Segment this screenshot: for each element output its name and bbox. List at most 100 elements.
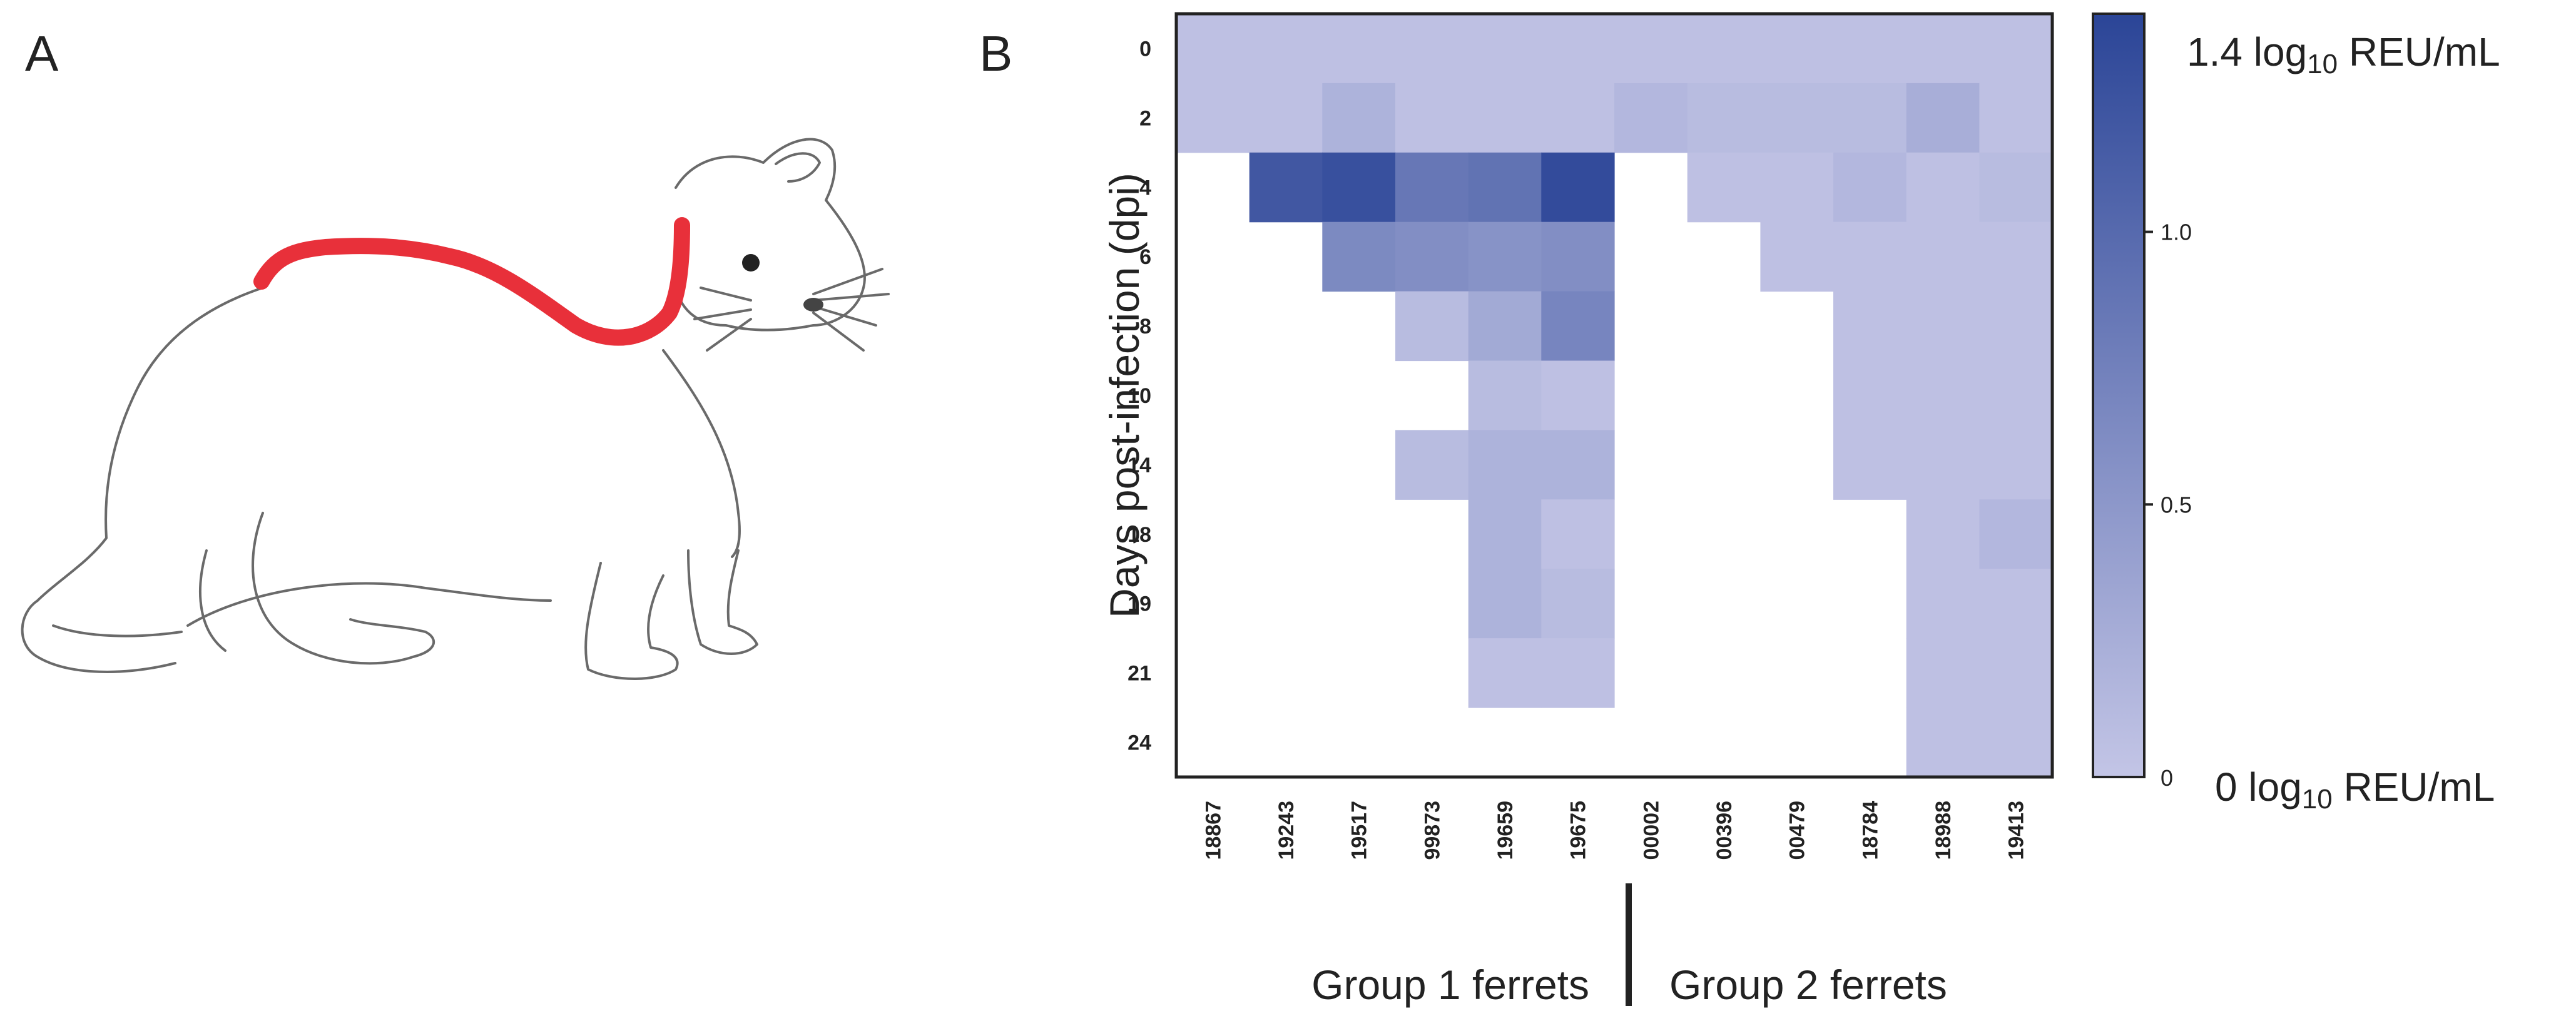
ferret-belly (186, 582, 552, 627)
column-label: 19517 (1348, 801, 1372, 860)
heatmap-cell (1906, 708, 1980, 778)
heatmap-cell (1979, 152, 2053, 223)
heatmap-cell (1833, 152, 1907, 223)
heatmap-cell (1541, 152, 1615, 223)
heatmap-cell (1468, 499, 1542, 569)
heatmap-cell (1979, 14, 2053, 84)
panel-label-a: A (25, 26, 59, 81)
heatmap-cell (1176, 83, 1250, 153)
heatmap-frame (1174, 12, 2054, 779)
heatmap-cell (1322, 221, 1396, 292)
heatmap-cell (1979, 638, 2053, 708)
row-label: 21 (1128, 662, 1151, 686)
heatmap-cell (1541, 291, 1615, 362)
heatmap-cell (1833, 14, 1907, 84)
heatmap-cell (1906, 291, 1980, 362)
column-label: 19243 (1275, 801, 1298, 860)
row-label: 8 (1139, 315, 1151, 338)
column-label: 18867 (1201, 801, 1225, 860)
heatmap-cell (1541, 430, 1615, 500)
heatmap-cell (1833, 83, 1907, 153)
heatmap-cell (1833, 430, 1907, 500)
ferret-chest (662, 349, 741, 558)
heatmap-cell (1906, 14, 1980, 84)
column-label: 00002 (1639, 801, 1663, 860)
row-label: 19 (1128, 592, 1151, 616)
ferret-tail (21, 599, 183, 673)
ferret-eye (742, 254, 760, 272)
column-label: 18784 (1858, 801, 1882, 860)
ferret-hind-leg (199, 512, 435, 665)
colorbar-tick-label: 0 (2161, 765, 2173, 791)
heatmap-cell (1979, 291, 2053, 362)
heatmap-cell (1614, 83, 1688, 153)
group-label-2: Group 2 ferrets (1669, 962, 1947, 1008)
ferret-ear (775, 152, 821, 183)
column-label: 19413 (2005, 801, 2029, 860)
heatmap-cell (1249, 83, 1323, 153)
heatmap-cell (1395, 83, 1469, 153)
row-label: 14 (1128, 454, 1151, 477)
y-axis-title: Days post-infection (dpi) (1101, 173, 1148, 618)
ferret-front-leg-1 (584, 562, 679, 680)
ferret-front-leg-2 (687, 549, 758, 655)
heatmap-cell (1906, 569, 1980, 639)
colorbar-tick-label: 1.0 (2161, 220, 2192, 245)
heatmap-cell (1760, 83, 1834, 153)
colorbar-tick-label: 0.5 (2161, 492, 2192, 517)
heatmap-cell (1395, 152, 1469, 223)
heatmap-cell (1979, 430, 2053, 500)
heatmap-cell (1906, 83, 1980, 153)
heatmap-cell (1322, 14, 1396, 84)
heatmap-cell (1687, 83, 1761, 153)
ferret-nose (803, 298, 823, 312)
row-label: 4 (1139, 176, 1151, 200)
heatmap-cell (1979, 83, 2053, 153)
heatmap-cell (1979, 708, 2053, 778)
column-label: 00479 (1786, 801, 1810, 860)
row-label: 6 (1139, 245, 1151, 269)
heatmap-cell (1614, 14, 1688, 84)
heatmap-cell (1760, 14, 1834, 84)
heatmap-cell (1760, 221, 1834, 292)
group-label-1: Group 1 ferrets (1311, 962, 1589, 1008)
heatmap-cell (1541, 638, 1615, 708)
panel-label-b: B (979, 26, 1013, 81)
row-label: 2 (1139, 106, 1151, 130)
heatmap-cell (1468, 360, 1542, 430)
heatmap-cell (1906, 638, 1980, 708)
heatmap-cell (1979, 569, 2053, 639)
heatmap-cell (1468, 430, 1542, 500)
heatmap-cell (1760, 152, 1834, 223)
ferret-illustration (21, 138, 890, 680)
heatmap-cell (1906, 499, 1980, 569)
heatmap-cell (1541, 569, 1615, 639)
heatmap-cell (1322, 152, 1396, 223)
heatmap-cell (1906, 152, 1980, 223)
heatmap-cell (1249, 152, 1323, 223)
heatmap-cell (1541, 83, 1615, 153)
column-label: 18988 (1932, 801, 1955, 860)
heatmap-cell (1468, 221, 1542, 292)
colorbar-gradient (2092, 13, 2146, 778)
heatmap-cell (1833, 360, 1907, 430)
column-label: 00396 (1713, 801, 1736, 860)
row-label: 10 (1128, 384, 1151, 408)
heatmap-cell (1541, 14, 1615, 84)
heatmap-cell (1468, 569, 1542, 639)
heatmap-cell (1979, 360, 2053, 430)
heatmap-cell (1395, 430, 1469, 500)
column-label: 19675 (1567, 801, 1591, 860)
heatmap-cell (1906, 360, 1980, 430)
heatmap-cell (1468, 291, 1542, 362)
column-label: 99873 (1420, 801, 1444, 860)
heatmap-cell (1468, 638, 1542, 708)
ferret-whiskers (693, 268, 890, 352)
heatmap-cell (1395, 221, 1469, 292)
row-label: 24 (1128, 731, 1151, 755)
heatmap-cell (1979, 221, 2053, 292)
column-label: 19659 (1494, 801, 1517, 860)
heatmap-cell (1468, 83, 1542, 153)
heatmap-cell (1249, 14, 1323, 84)
